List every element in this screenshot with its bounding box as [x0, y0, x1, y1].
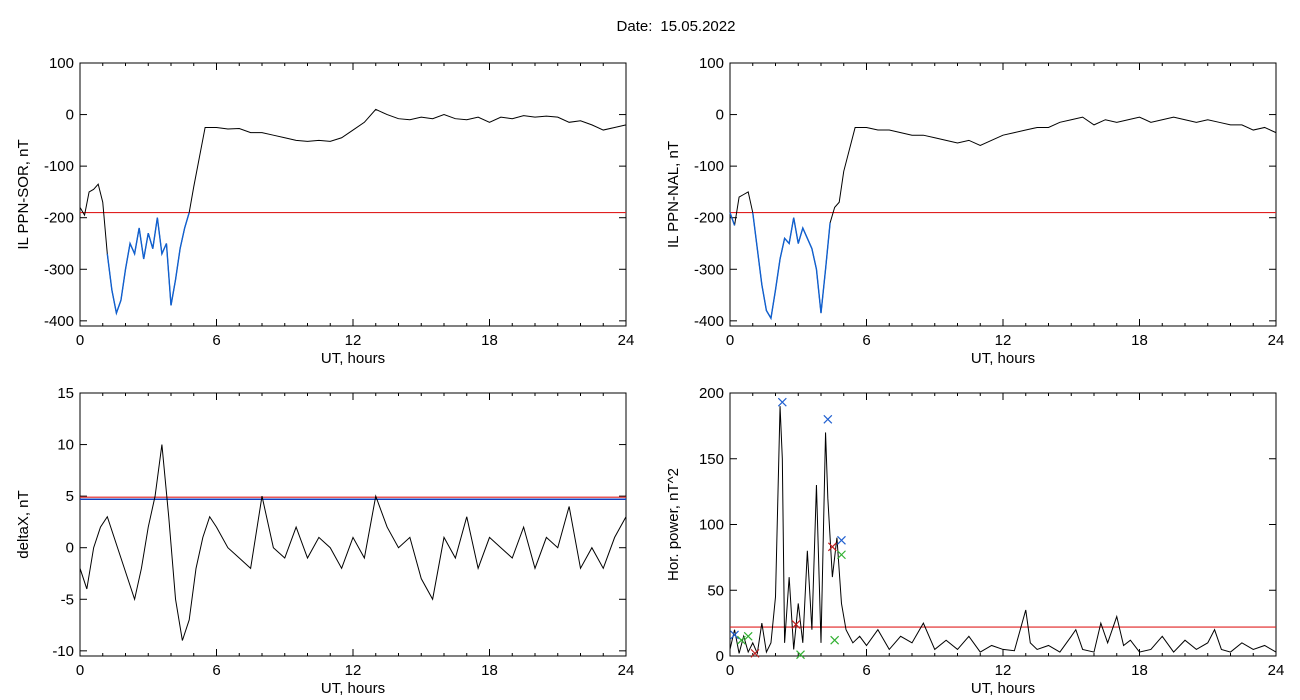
y-tick-label: -200 [44, 210, 74, 227]
y-tick-label: -400 [694, 313, 724, 330]
x-tick-label: 12 [345, 662, 362, 679]
y-tick-label: -10 [52, 643, 74, 660]
x-tick-label: 6 [862, 662, 870, 679]
plot-frame [79, 62, 627, 327]
marker-red [791, 620, 801, 629]
y-tick-label: -100 [44, 158, 74, 175]
x-axis-label: UT, hours [321, 350, 385, 367]
series-line [79, 108, 627, 316]
marker-green [736, 635, 746, 645]
chart-nal: 0 6 12 18 24 -400 -300 -200 -100 0 100 UT, hours IL … [665, 55, 1284, 367]
x-tick-label: 24 [1268, 662, 1285, 679]
chart-deltax: 0 6 12 18 24 -10 -5 0 5 10 15 UT, hours deltaX, nT [15, 385, 634, 697]
marker-green [796, 650, 805, 660]
marker-red [827, 542, 837, 552]
x-tick-label: 6 [212, 332, 220, 349]
y-tick-label: 5 [66, 488, 74, 505]
y-tick-label: 0 [716, 107, 724, 124]
marker-blue [730, 630, 739, 640]
y-axis-label: Hor. power, nT^2 [665, 468, 682, 581]
marker-blue [823, 414, 833, 424]
x-axis-label: UT, hours [971, 350, 1035, 367]
y-tick-label: 10 [57, 437, 74, 454]
series-line [729, 406, 1277, 656]
marker-red [750, 648, 760, 658]
x-tick-label: 12 [995, 662, 1012, 679]
chart-power: 0 6 12 18 24 0 50 100 150 200 UT, hours Hor. power,… [665, 385, 1284, 697]
y-tick-label: 15 [57, 385, 74, 402]
y-axis-label: IL PPN-NAL, nT [665, 141, 682, 248]
y-tick-label: -300 [44, 261, 74, 278]
y-tick-label: -200 [694, 210, 724, 227]
x-axis-label: UT, hours [971, 680, 1035, 697]
y-tick-label: 0 [66, 540, 74, 557]
x-tick-label: 0 [726, 332, 734, 349]
marker-green [837, 550, 846, 560]
x-tick-label: 18 [481, 662, 498, 679]
marker-blue [837, 535, 846, 545]
x-tick-label: 24 [618, 662, 635, 679]
chart-sor: 0 6 12 18 24 -400 -300 -200 -100 0 100 UT, hours IL … [15, 55, 634, 367]
y-tick-label: 0 [716, 648, 724, 665]
plot-frame [79, 392, 627, 657]
plot-frame [729, 62, 1277, 327]
series-line [79, 444, 627, 641]
y-tick-label: -300 [694, 261, 724, 278]
date-header: Date: 15.05.2022 [0, 18, 1300, 35]
y-tick-label: 50 [707, 582, 724, 599]
y-tick-label: 0 [66, 107, 74, 124]
marker-green [743, 631, 753, 641]
series-line [729, 116, 1277, 320]
y-tick-label: -100 [694, 158, 724, 175]
y-tick-label: -5 [61, 591, 74, 608]
y-tick-label: -400 [44, 313, 74, 330]
y-axis-label: IL PPN-SOR, nT [15, 139, 32, 249]
y-tick-label: 100 [699, 55, 724, 72]
date-label: Date: [616, 18, 653, 35]
y-axis-label: deltaX, nT [15, 490, 32, 558]
x-tick-label: 0 [76, 662, 84, 679]
x-axis-label: UT, hours [321, 680, 385, 697]
x-tick-label: 12 [345, 332, 362, 349]
x-tick-label: 18 [481, 332, 498, 349]
x-tick-label: 0 [76, 332, 84, 349]
series-highlight [729, 212, 736, 226]
x-tick-label: 0 [726, 662, 734, 679]
x-tick-label: 18 [1131, 662, 1148, 679]
x-tick-label: 24 [618, 332, 635, 349]
x-tick-label: 24 [1268, 332, 1285, 349]
x-tick-label: 12 [995, 332, 1012, 349]
y-tick-label: 100 [699, 517, 724, 534]
x-tick-label: 18 [1131, 332, 1148, 349]
x-tick-label: 6 [212, 662, 220, 679]
date-value: 15.05.2022 [660, 18, 736, 35]
marker-green [830, 635, 840, 645]
series-highlight [752, 212, 831, 321]
y-tick-label: 150 [699, 451, 724, 468]
marker-blue [777, 397, 787, 407]
series-highlight [106, 212, 190, 316]
y-tick-label: 200 [699, 385, 724, 402]
x-tick-label: 6 [862, 332, 870, 349]
y-tick-label: 100 [49, 55, 74, 72]
